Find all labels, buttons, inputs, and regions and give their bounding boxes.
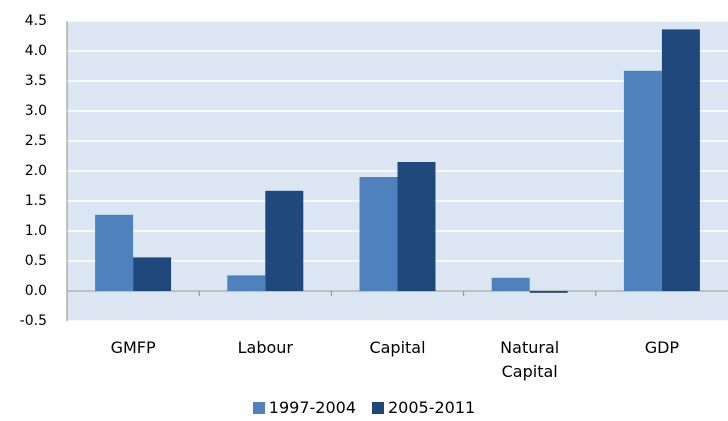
bar <box>529 291 568 293</box>
bar <box>359 177 398 291</box>
y-tick-label: 2.5 <box>25 133 47 149</box>
y-tick-label: 3.0 <box>25 103 47 119</box>
bar <box>133 257 172 291</box>
legend: 1997-2004 2005-2011 <box>0 398 728 417</box>
bar <box>95 214 134 291</box>
legend-label: 1997-2004 <box>268 398 356 417</box>
y-tick-label: 4.5 <box>25 13 47 29</box>
bar <box>623 70 662 291</box>
bar <box>491 277 530 291</box>
x-tick-label: Labour <box>237 338 293 357</box>
x-tick-label: Natural Capital <box>500 338 560 381</box>
y-tick-label: -0.5 <box>20 313 47 329</box>
y-tick-label: 4.0 <box>25 43 47 59</box>
bar <box>661 29 700 292</box>
bar <box>265 190 304 291</box>
x-tick-label: Capital <box>369 338 426 357</box>
y-tick-label: 1.0 <box>25 223 47 239</box>
legend-item: 1997-2004 <box>252 398 356 417</box>
bar <box>397 162 436 291</box>
y-tick-label: 1.5 <box>25 193 47 209</box>
y-tick-label: 0.5 <box>25 253 47 269</box>
legend-swatch <box>252 402 265 414</box>
legend-item: 2005-2011 <box>372 398 475 417</box>
legend-swatch <box>372 402 384 414</box>
x-tick-label: GDP <box>644 338 680 357</box>
bar <box>227 275 266 291</box>
legend-label: 2005-2011 <box>388 398 476 417</box>
y-tick-label: 0.0 <box>25 283 47 299</box>
y-tick-label: 3.5 <box>25 73 47 89</box>
x-tick-label: GMFP <box>110 338 156 357</box>
y-tick-label: 2.0 <box>25 163 47 179</box>
